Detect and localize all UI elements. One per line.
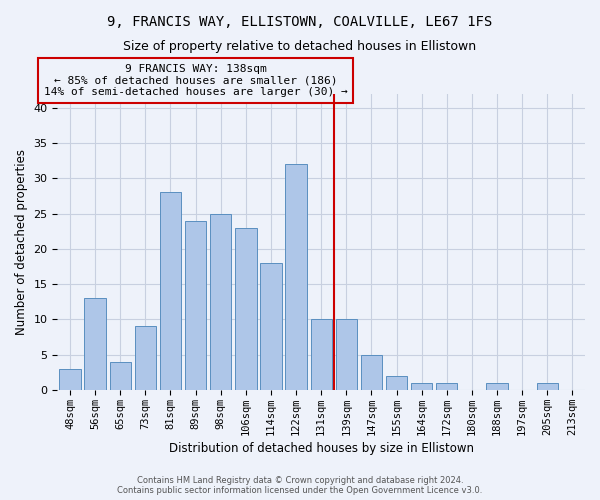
Bar xyxy=(487,383,508,390)
Bar xyxy=(361,354,382,390)
Bar xyxy=(260,263,281,390)
Text: 9 FRANCIS WAY: 138sqm
← 85% of detached houses are smaller (186)
14% of semi-det: 9 FRANCIS WAY: 138sqm ← 85% of detached … xyxy=(44,64,347,97)
Bar xyxy=(85,298,106,390)
Text: Contains HM Land Registry data © Crown copyright and database right 2024.
Contai: Contains HM Land Registry data © Crown c… xyxy=(118,476,482,495)
Bar xyxy=(335,320,357,390)
Text: 9, FRANCIS WAY, ELLISTOWN, COALVILLE, LE67 1FS: 9, FRANCIS WAY, ELLISTOWN, COALVILLE, LE… xyxy=(107,15,493,29)
Bar xyxy=(386,376,407,390)
Bar xyxy=(110,362,131,390)
Bar xyxy=(210,214,232,390)
Bar xyxy=(235,228,257,390)
Bar xyxy=(59,369,80,390)
Bar xyxy=(160,192,181,390)
Bar xyxy=(536,383,558,390)
Bar xyxy=(185,220,206,390)
Bar xyxy=(411,383,433,390)
Y-axis label: Number of detached properties: Number of detached properties xyxy=(15,149,28,335)
Bar xyxy=(134,326,156,390)
Text: Size of property relative to detached houses in Ellistown: Size of property relative to detached ho… xyxy=(124,40,476,53)
Bar xyxy=(286,164,307,390)
X-axis label: Distribution of detached houses by size in Ellistown: Distribution of detached houses by size … xyxy=(169,442,474,455)
Bar xyxy=(311,320,332,390)
Bar xyxy=(436,383,457,390)
